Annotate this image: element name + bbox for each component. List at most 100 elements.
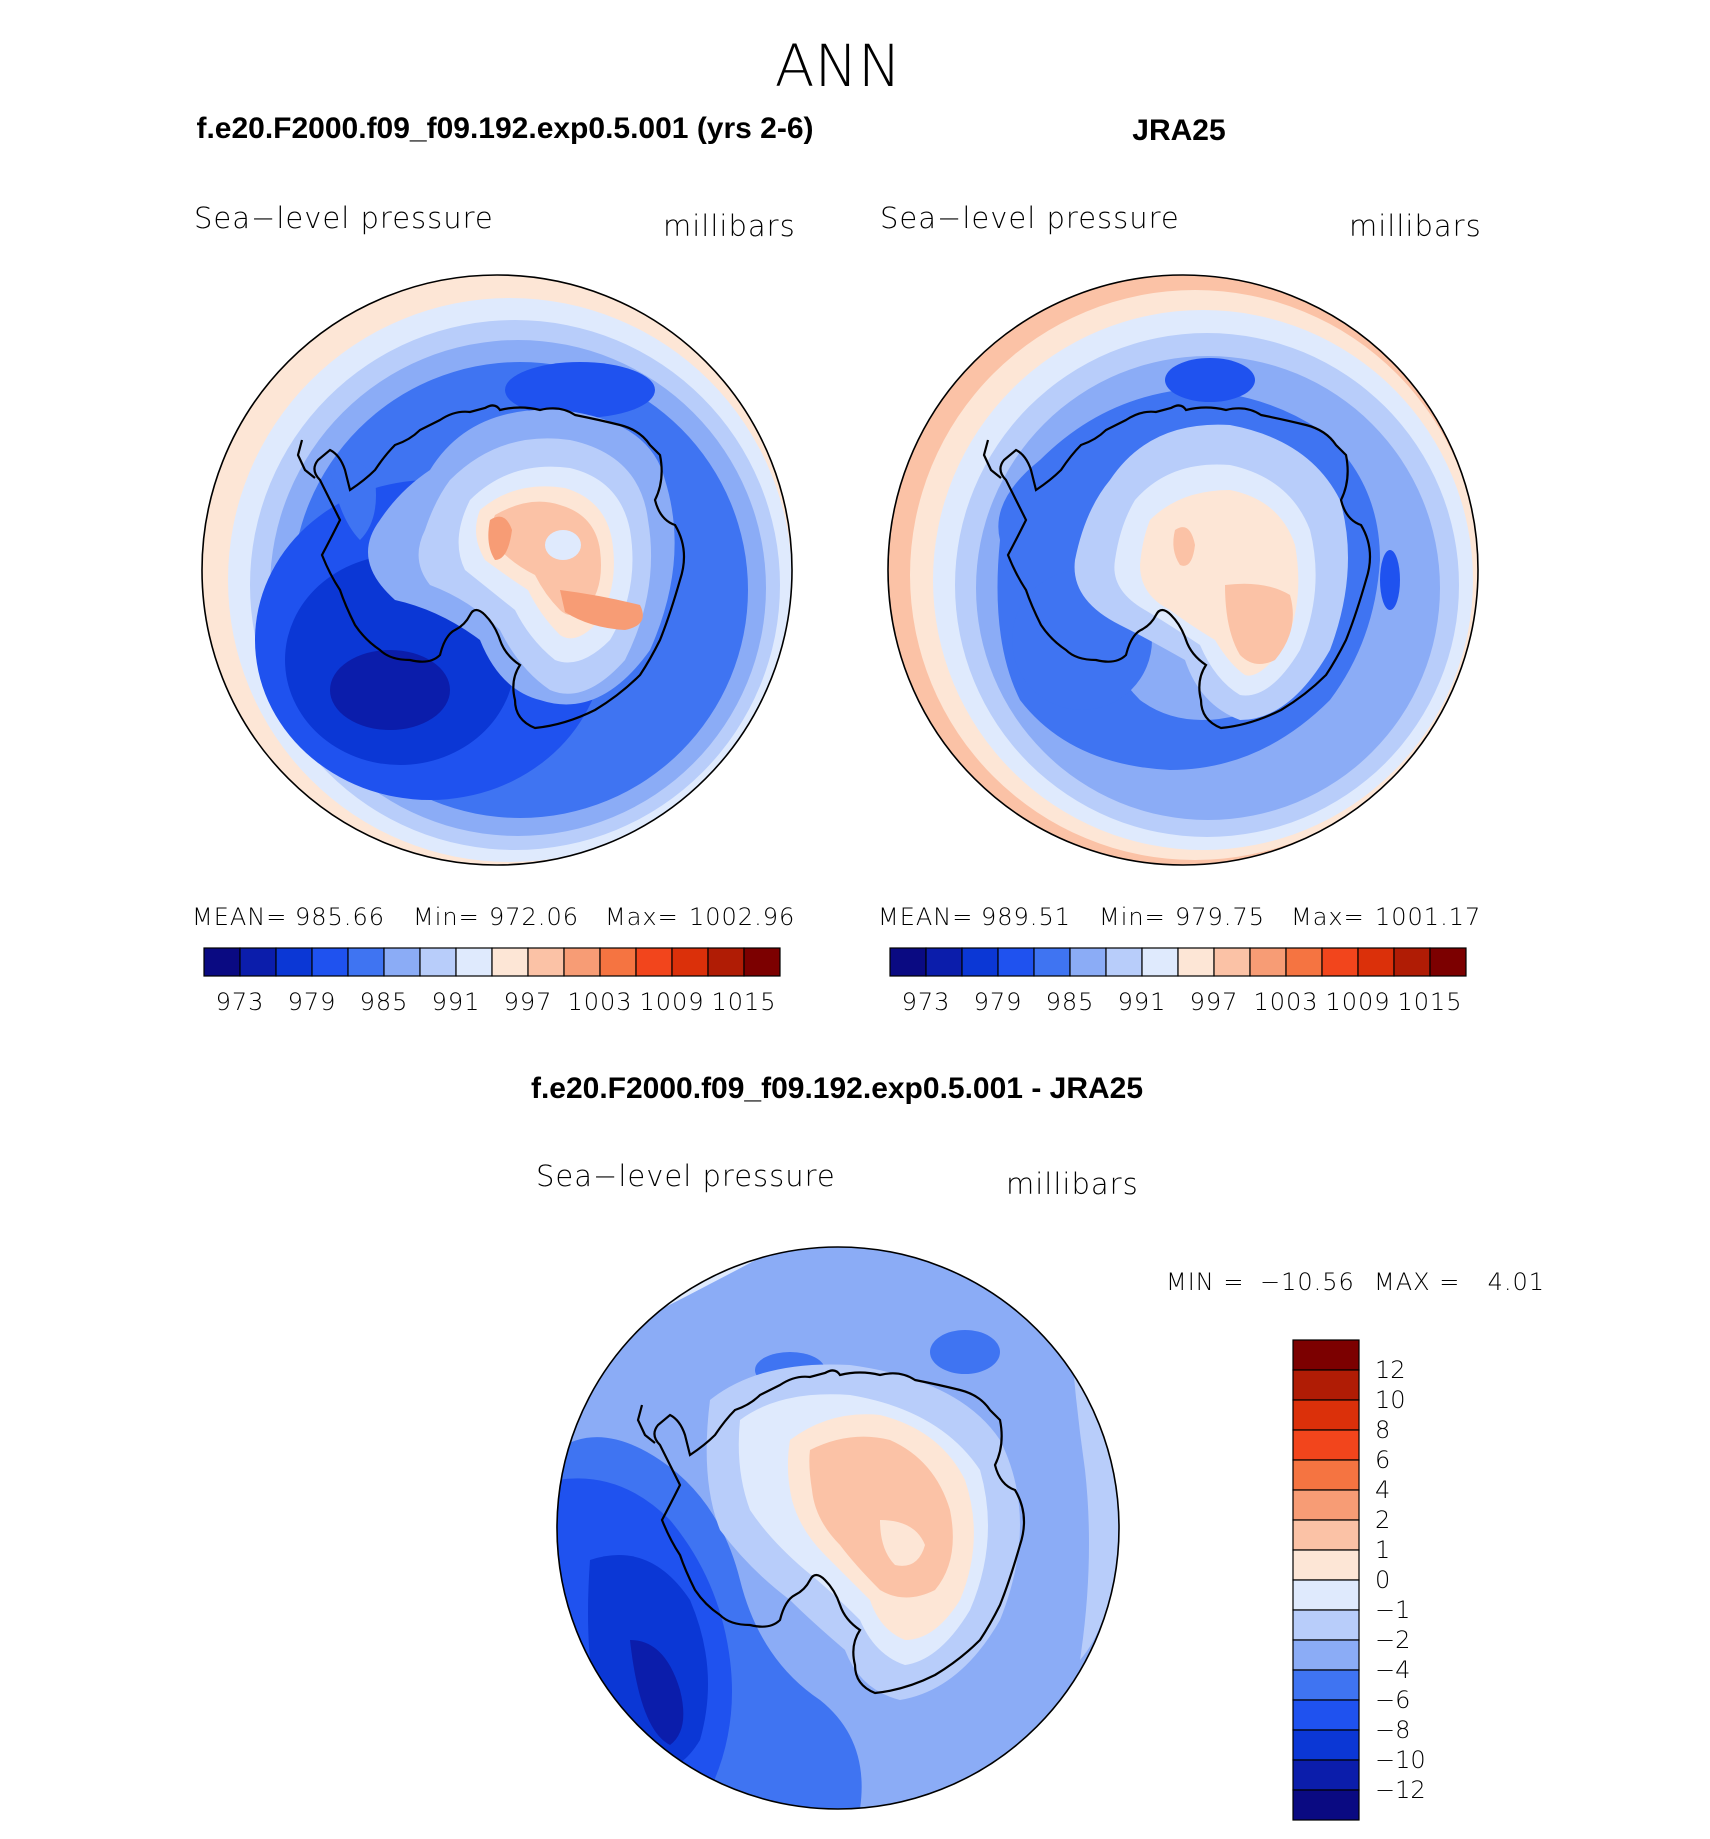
colorbar-tick-label: −1 <box>1375 1596 1410 1624</box>
colorbar-swatch <box>1292 1759 1360 1791</box>
panel-b-title: JRA25 <box>1132 114 1225 147</box>
panel-a-units-label: millibars <box>663 209 796 243</box>
colorbar-tick-label: 1 <box>1375 1536 1390 1564</box>
colorbar-swatch <box>997 947 1035 977</box>
panel-b-variable-label: Sea−level pressure <box>880 201 1180 235</box>
colorbar-swatch <box>527 947 565 977</box>
colorbar-swatch <box>347 947 385 977</box>
colorbar-tick-label: 1009 <box>639 988 704 1016</box>
colorbar-tick-label: 997 <box>1190 988 1239 1016</box>
panel-c-units-label: millibars <box>1006 1167 1139 1201</box>
panel-b-mean-value: 989.51 <box>981 903 1071 931</box>
panel-c-min-label: MIN = <box>1166 1268 1244 1296</box>
panel-b-max-value: 1001.17 <box>1375 903 1481 931</box>
colorbar-swatch <box>1292 1519 1360 1551</box>
panel-b-mean-label: MEAN= <box>878 903 973 931</box>
colorbar-tick-label: 991 <box>432 988 481 1016</box>
map-panel-model <box>202 275 792 865</box>
panel-b-stats: MEAN= 989.51 Min= 979.75 Max= 1001.17 <box>878 903 1481 931</box>
colorbar-swatch <box>239 947 277 977</box>
colorbar-tick-label: 973 <box>902 988 951 1016</box>
colorbar-swatch <box>1292 1669 1360 1701</box>
colorbar-swatch <box>1292 1549 1360 1581</box>
colorbar-swatch <box>961 947 999 977</box>
colorbar-swatch <box>1292 1339 1360 1371</box>
colorbar-tick-label: 2 <box>1375 1506 1390 1534</box>
colorbar-tick-label: 6 <box>1375 1446 1390 1474</box>
colorbar-swatch <box>1105 947 1143 977</box>
panel-a-coastline <box>313 404 686 730</box>
colorbar-tick-label: 1015 <box>1397 988 1462 1016</box>
colorbar-tick-label: 1003 <box>567 988 632 1016</box>
colorbar-swatch <box>419 947 457 977</box>
colorbar-swatch <box>1292 1609 1360 1641</box>
colorbar-swatch <box>1429 947 1467 977</box>
colorbar-tick-label: −10 <box>1375 1746 1426 1774</box>
panel-a-stats: MEAN= 985.66 Min= 972.06 Max= 1002.96 <box>192 903 795 931</box>
colorbar-swatch <box>1292 1429 1360 1461</box>
colorbar-swatch <box>563 947 601 977</box>
panel-b-colorbar: 973 979 985 991 997 1003 1009 1015 <box>889 947 1467 1016</box>
colorbar-swatch <box>1321 947 1359 977</box>
colorbar-tick-label: 1003 <box>1253 988 1318 1016</box>
panel-a-title: f.e20.F2000.f09_f09.192.exp0.5.001 (yrs … <box>196 112 813 145</box>
colorbar-swatch <box>1033 947 1071 977</box>
colorbar-swatch <box>311 947 349 977</box>
colorbar-swatch <box>707 947 745 977</box>
panel-c-min-value: −10.56 <box>1260 1268 1355 1296</box>
colorbar-swatch <box>1141 947 1179 977</box>
colorbar-tick-label: 0 <box>1375 1566 1390 1594</box>
panel-b-max-label: Max= <box>1291 903 1365 931</box>
colorbar-swatch <box>1213 947 1251 977</box>
colorbar-tick-label: 10 <box>1375 1386 1406 1414</box>
colorbar-swatch <box>1292 1579 1360 1611</box>
colorbar-swatch <box>671 947 709 977</box>
panel-c-max-label: MAX = <box>1374 1268 1460 1296</box>
colorbar-tick-label: 12 <box>1375 1356 1406 1384</box>
colorbar-swatch <box>1292 1789 1360 1821</box>
panel-a-mean-value: 985.66 <box>295 903 385 931</box>
panel-c-stats: MIN = −10.56 MAX = 4.01 <box>1166 1268 1544 1296</box>
colorbar-tick-label: −6 <box>1375 1686 1410 1714</box>
colorbar-swatch <box>1292 1489 1360 1521</box>
colorbar-swatch <box>743 947 781 977</box>
panel-a-min-value: 972.06 <box>489 903 579 931</box>
colorbar-swatch <box>203 947 241 977</box>
panel-c-title: f.e20.F2000.f09_f09.192.exp0.5.001 - JRA… <box>531 1072 1143 1105</box>
panel-b-coastline <box>999 404 1372 730</box>
panel-b-min-label: Min= <box>1099 903 1166 931</box>
colorbar-tick-label: 985 <box>1046 988 1095 1016</box>
colorbar-swatch <box>1069 947 1107 977</box>
colorbar-tick-label: 1009 <box>1325 988 1390 1016</box>
colorbar-swatch <box>491 947 529 977</box>
panel-c-coastline <box>653 1369 1026 1695</box>
colorbar-tick-label: 1015 <box>711 988 776 1016</box>
colorbar-tick-label: 991 <box>1118 988 1167 1016</box>
colorbar-tick-label: −4 <box>1375 1656 1410 1684</box>
colorbar-tick-label: −8 <box>1375 1716 1410 1744</box>
colorbar-swatch <box>1292 1699 1360 1731</box>
colorbar-swatch <box>1177 947 1215 977</box>
colorbar-swatch <box>1292 1459 1360 1491</box>
colorbar-tick-label: 4 <box>1375 1476 1390 1504</box>
colorbar-swatch <box>1292 1369 1360 1401</box>
colorbar-swatch <box>635 947 673 977</box>
panel-a-max-value: 1002.96 <box>689 903 795 931</box>
colorbar-swatch <box>599 947 637 977</box>
colorbar-tick-label: 8 <box>1375 1416 1390 1444</box>
colorbar-tick-label: 973 <box>216 988 265 1016</box>
colorbar-swatch <box>383 947 421 977</box>
colorbar-tick-label: 979 <box>288 988 337 1016</box>
colorbar-swatch <box>1292 1639 1360 1671</box>
panel-a-colorbar: 973 979 985 991 997 1003 1009 1015 <box>203 947 781 1016</box>
panel-a-max-label: Max= <box>605 903 679 931</box>
colorbar-tick-label: 997 <box>504 988 553 1016</box>
colorbar-swatch <box>1249 947 1287 977</box>
panel-a-min-label: Min= <box>413 903 480 931</box>
panel-b-min-value: 979.75 <box>1175 903 1265 931</box>
colorbar-swatch <box>455 947 493 977</box>
colorbar-swatch <box>1292 1399 1360 1431</box>
colorbar-swatch <box>1393 947 1431 977</box>
